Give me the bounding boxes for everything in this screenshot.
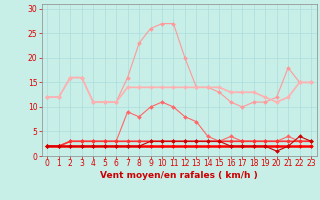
X-axis label: Vent moyen/en rafales ( km/h ): Vent moyen/en rafales ( km/h )	[100, 171, 258, 180]
